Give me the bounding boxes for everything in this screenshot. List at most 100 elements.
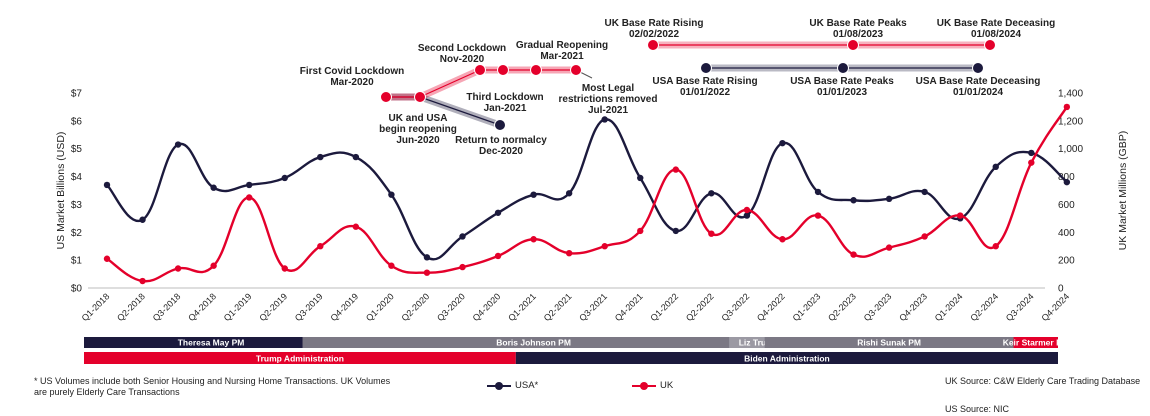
x-tick-label: Q3-2021 [577,291,609,323]
administration-band [84,352,516,364]
y-left-tick-label: $7 [71,89,83,100]
uk-data-point [103,255,111,262]
legend-uk-marker-icon [632,381,656,390]
legend-uk-label: UK [660,380,674,391]
x-tick-label: Q1-2019 [222,291,254,323]
usa-data-point [885,195,893,203]
uk-data-point [281,265,288,272]
return-milestone-marker [494,119,506,131]
uk-data-point [814,212,822,219]
second-lockdown-label: Second Lockdown Nov-2020 [418,43,506,65]
uk-data-point [637,227,644,235]
uk-data-point [992,243,999,250]
y-right-axis-title: UK Market Millions (GBP) [1117,131,1129,251]
uk-covid-milestone-marker [497,64,509,76]
usa-rate-marker [700,62,712,74]
pm-band-label: Keir Starmer PM [1003,338,1069,348]
gradual-reopening-label: Gradual Reopening Mar-2021 [516,40,608,62]
uk-data-point [388,262,395,269]
usa-data-point [743,212,751,219]
usa-data-point [814,188,822,196]
usa-rate-marker [972,62,984,74]
pm-band-label: Boris Johnson PM [496,338,571,348]
legend-usa-marker-icon [487,381,511,390]
usa-data-point [921,188,928,196]
y-right-tick-label: 600 [1058,200,1075,211]
y-left-tick-label: $5 [71,144,83,155]
x-tick-label: Q2-2020 [400,291,432,323]
y-right-tick-label: 800 [1058,172,1075,183]
usa-data-point [530,191,537,198]
usa-data-point [1028,149,1035,157]
usa-data-point [494,209,502,216]
x-tick-label: Q4-2022 [755,291,787,323]
administration-band-label: Trump Administration [256,354,344,364]
return-to-normalcy-label: Return to normalcy Dec-2020 [455,135,547,157]
restrictions-removed-label: Most Legal restrictions removed Jul-2021 [559,83,658,116]
uk-data-point [174,265,182,272]
uk-data-point [921,233,928,240]
uk-data-point [246,194,253,201]
x-tick-label: Q4-2021 [613,291,645,323]
x-tick-label: Q2-2018 [115,291,147,323]
uk-data-point [459,263,466,271]
uk-rate-peaks-label: UK Base Rate Peaks 01/08/2023 [809,18,907,40]
usa-data-point [174,141,182,148]
usa-data-point [281,174,288,182]
x-tick-label: Q3-2020 [435,291,467,323]
uk-covid-milestone-marker [530,64,542,76]
y-right-tick-label: 200 [1058,256,1075,267]
uk-data-point [423,269,431,276]
x-tick-label: Q1-2024 [933,291,965,323]
uk-covid-rise-track-line [419,69,481,98]
uk-data-point [885,244,893,251]
y-left-tick-label: $6 [71,116,83,127]
usa-data-point [139,216,146,223]
pm-band-label: Rishi Sunak PM [857,338,921,348]
y-left-tick-label: $4 [71,172,83,183]
usa-data-point [637,174,644,182]
uk-data-point [779,236,786,243]
y-right-tick-label: 0 [1058,284,1064,295]
x-tick-label: Q3-2019 [293,291,325,323]
us-source: US Source: NIC [945,404,1010,414]
first-lockdown-label: First Covid Lockdown Mar-2020 [300,66,404,88]
uk-covid-milestone-marker [570,64,582,76]
legend-uk[interactable]: UK [632,380,673,391]
y-left-tick-label: $0 [71,284,83,295]
uk-data-point [139,277,146,285]
uk-rate-marker [847,39,859,51]
uk-rate-marker [984,39,996,51]
uk-data-point [1063,103,1071,111]
y-right-tick-label: 1,000 [1058,144,1083,155]
x-tick-label: Q3-2018 [151,291,183,323]
uk-data-point [210,262,217,269]
usa-data-point [850,197,857,204]
usa-data-point [1063,178,1071,186]
legend-usa[interactable]: USA* [487,380,538,391]
uk-data-point [708,230,715,237]
usa-rate-decreasing-label: USA Base Rate Deceasing 01/01/2024 [916,76,1041,98]
joint-reopening-label: UK and USA begin reopening Jun-2020 [379,113,457,146]
pm-band [302,337,765,348]
uk-data-point [850,251,857,258]
usa-data-point [992,163,999,171]
usa-data-point [210,184,217,191]
y-left-axis-title: US Market Billions (USD) [55,132,67,250]
uk-covid-milestone-marker [474,64,486,76]
y-left-tick-label: $3 [71,200,83,211]
uk-rate-rising-label: UK Base Rate Rising 02/02/2022 [605,18,704,40]
x-tick-label: Q1-2023 [791,291,823,323]
uk-data-point [957,212,964,219]
x-tick-label: Q1-2020 [364,291,396,323]
usa-data-point [601,116,608,123]
x-tick-label: Q3-2024 [1004,291,1036,323]
usa-rate-peaks-label: USA Base Rate Peaks 01/01/2023 [790,76,894,98]
x-tick-label: Q1-2022 [648,291,680,323]
uk-data-point [352,223,360,230]
pm-band [1013,337,1058,348]
footnote: * US Volumes include both Senior Housing… [34,376,391,397]
uk-covid-milestone-marker [380,91,392,103]
usa-data-point [708,190,715,197]
